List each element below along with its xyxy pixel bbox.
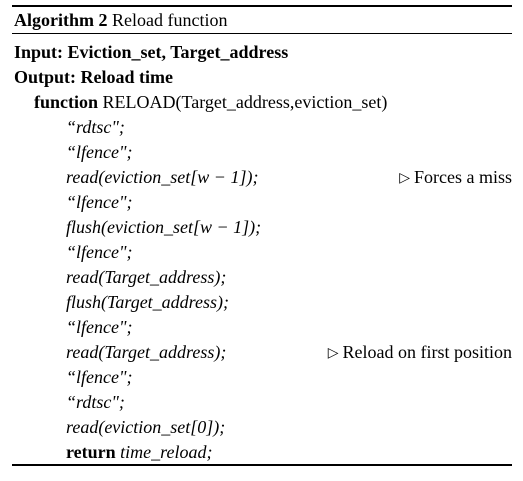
comment-forces-miss-text: Forces a miss <box>414 167 512 187</box>
algorithm-label: Algorithm 2 <box>14 10 108 30</box>
code-line-9: “lfence"; <box>66 317 133 337</box>
input-label: Input: <box>14 42 64 62</box>
function-line: function RELOAD(Target_address,eviction_… <box>34 90 387 114</box>
code-line-13: read(eviction_set[0]); <box>66 417 226 437</box>
code-line-11: “lfence"; <box>66 367 133 387</box>
code-line-10: read(Target_address); <box>66 342 227 362</box>
bottom-rule <box>12 464 512 466</box>
code-line-3: read(eviction_set[w − 1]); <box>66 167 259 187</box>
code-line-4: “lfence"; <box>66 192 133 212</box>
code-line-12: “rdtsc"; <box>66 392 125 412</box>
algorithm-title: Reload function <box>112 10 228 30</box>
comment-marker-icon: ▷ <box>399 171 410 186</box>
top-rule <box>12 5 512 7</box>
code-line-5: flush(eviction_set[w − 1]); <box>66 217 262 237</box>
function-signature: RELOAD(Target_address,eviction_set) <box>102 92 388 112</box>
return-keyword: return <box>66 442 116 462</box>
comment-marker-icon: ▷ <box>327 346 339 361</box>
comment-reload-first: ▷ Reload on first position <box>328 340 512 364</box>
output-value: Reload time <box>80 67 173 87</box>
comment-forces-miss: ▷ Forces a miss <box>399 165 512 189</box>
input-line: Input: Eviction_set, Target_address <box>14 40 288 64</box>
input-value: Eviction_set, Target_address <box>67 42 289 62</box>
algorithm-caption: Algorithm 2 Reload function <box>14 8 227 32</box>
caption-rule <box>12 33 512 34</box>
function-keyword: function <box>34 92 99 112</box>
return-value: time_reload; <box>120 442 213 462</box>
comment-reload-first-text: Reload on first position <box>342 342 513 362</box>
output-label: Output: <box>14 67 77 87</box>
return-line: return time_reload; <box>66 440 212 464</box>
code-line-7: read(Target_address); <box>66 267 227 287</box>
code-line-1: “rdtsc"; <box>66 117 125 137</box>
output-line: Output: Reload time <box>14 65 173 89</box>
code-line-6: “lfence"; <box>66 242 133 262</box>
code-line-2: “lfence"; <box>66 142 133 162</box>
code-line-8: flush(Target_address); <box>66 292 230 312</box>
